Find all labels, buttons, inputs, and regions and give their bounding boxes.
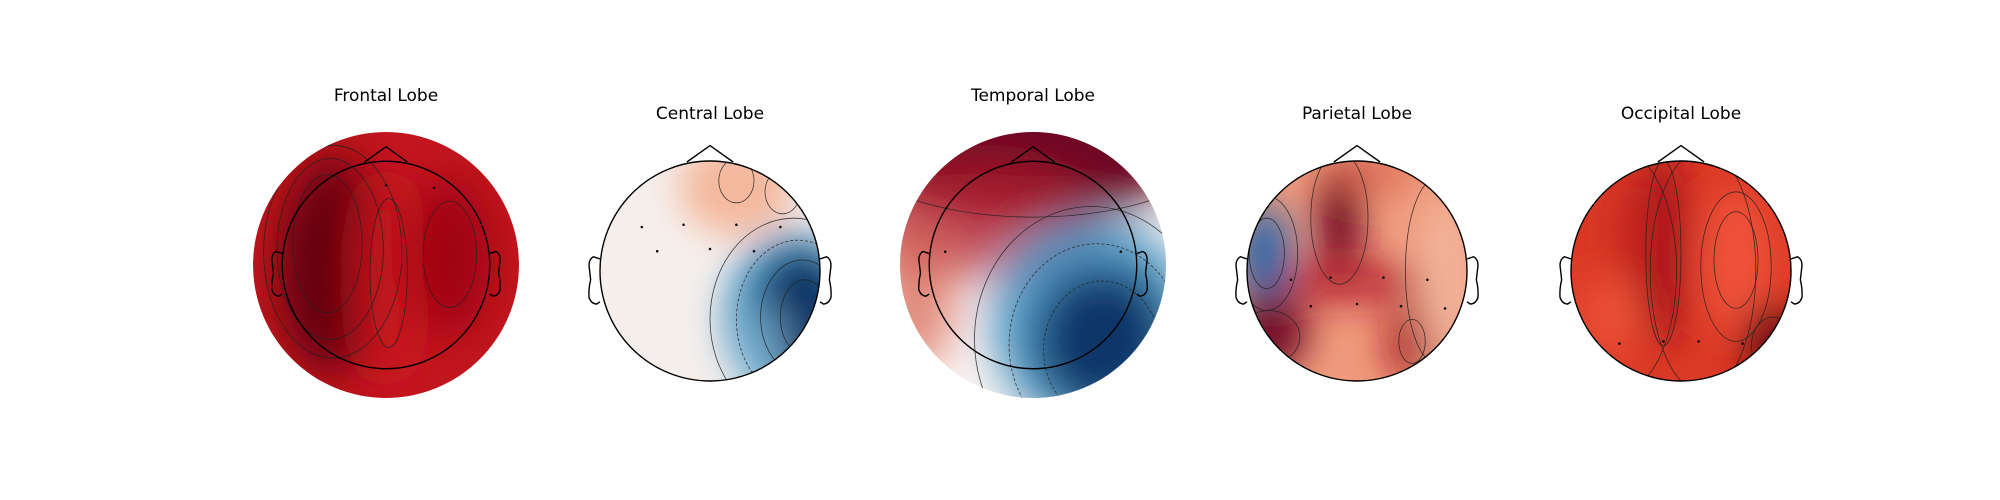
contour-line — [422, 200, 477, 308]
sensor-dot — [1399, 304, 1403, 308]
sensor-dot — [779, 225, 782, 229]
field-blob — [1247, 260, 1432, 304]
sensor-dot — [1119, 250, 1123, 253]
contour-line — [263, 144, 403, 359]
contour-line — [900, 132, 1166, 218]
field-blob — [679, 161, 794, 236]
field-blob — [1604, 172, 1648, 282]
contour-line — [1713, 211, 1759, 309]
sensor-dot — [943, 250, 947, 253]
nose-shape — [1333, 144, 1381, 163]
contour-line — [1398, 318, 1426, 364]
contour-line — [1571, 161, 1678, 381]
panel-title: Parietal Lobe — [1302, 104, 1412, 124]
contour-line — [1645, 161, 1682, 347]
head-outline — [588, 144, 832, 382]
contour-line — [1649, 161, 1757, 381]
sensor-dot — [1662, 340, 1665, 343]
sensor-dot — [1382, 276, 1385, 279]
panel-title: Frontal Lobe — [334, 86, 438, 106]
left-ear-shape — [1235, 255, 1248, 305]
topomap-panel: Occipital Lobe — [1559, 104, 1803, 382]
right-ear-shape — [1466, 255, 1479, 305]
sensor-dot — [708, 247, 712, 251]
field-blob — [1247, 205, 1291, 302]
field-blob — [1319, 161, 1417, 194]
topomap-field — [900, 132, 1166, 398]
right-ear-shape — [1136, 250, 1148, 297]
head-circle — [928, 160, 1138, 370]
contour-line — [736, 239, 820, 381]
topomap-field — [600, 161, 820, 381]
right-ear-shape — [819, 255, 832, 305]
sensor-dot — [752, 249, 756, 253]
panel-title: Temporal Lobe — [970, 86, 1095, 106]
head-outline — [1235, 144, 1479, 382]
head-circle — [281, 160, 491, 370]
left-ear-shape — [918, 250, 930, 297]
field-blob — [354, 171, 418, 385]
field-blob — [1637, 161, 1690, 348]
field-blob — [1579, 275, 1642, 355]
sensor-dot — [1443, 307, 1447, 310]
topomap-field — [253, 132, 519, 398]
sensor-dot — [1741, 342, 1744, 345]
field-blob — [738, 304, 792, 381]
contour-line — [369, 198, 408, 348]
head-circle — [599, 160, 821, 382]
left-ear-shape — [271, 250, 283, 297]
contour-line — [276, 158, 384, 340]
topomap-panel: Parietal Lobe — [1235, 104, 1479, 382]
field-blob — [1418, 194, 1467, 370]
contour-line — [974, 206, 1166, 398]
contour-line — [709, 217, 820, 381]
field-blob — [1033, 265, 1166, 398]
nose-shape — [1657, 144, 1705, 163]
head-outline — [1559, 144, 1803, 382]
right-ear-shape — [1790, 255, 1803, 305]
field-blob — [1700, 189, 1772, 331]
head-outline — [918, 145, 1148, 370]
contour-line — [292, 174, 363, 314]
contour-line — [1008, 243, 1166, 398]
sensor-dot — [1355, 302, 1359, 306]
topomap-field — [1571, 161, 1791, 381]
field-blob — [407, 177, 493, 337]
sensor-dot — [1289, 278, 1293, 282]
sensor-dot — [655, 249, 659, 253]
sensor-dot — [1697, 340, 1700, 343]
topomap-field — [1247, 161, 1467, 381]
sensor-dot — [1329, 276, 1332, 279]
nose-shape — [1010, 145, 1056, 163]
sensor-dot — [640, 225, 644, 229]
contour-line — [718, 161, 755, 204]
sensor-dot — [682, 223, 685, 227]
head-outline — [271, 145, 501, 370]
sensor-dot — [432, 186, 436, 190]
nose-shape — [363, 145, 409, 163]
head-circle — [1570, 160, 1792, 382]
contour-line — [1310, 161, 1369, 285]
field-blob — [1247, 293, 1309, 373]
contour-line — [1248, 217, 1285, 289]
topomap-panel: Frontal Lobe — [253, 86, 519, 398]
sensor-dot — [1618, 342, 1621, 345]
field-blob — [900, 222, 956, 372]
sensor-dot — [1426, 278, 1429, 282]
topomap-panel: Temporal Lobe — [900, 86, 1166, 398]
contour-line — [1700, 191, 1772, 342]
left-ear-shape — [1559, 255, 1572, 305]
panel-title: Occipital Lobe — [1621, 104, 1741, 124]
topomap-panel: Central Lobe — [588, 104, 832, 382]
left-ear-shape — [588, 255, 601, 305]
right-ear-shape — [489, 250, 501, 297]
sensor-dot — [1309, 304, 1313, 308]
head-circle — [1246, 160, 1468, 382]
nose-shape — [686, 144, 734, 163]
sensor-dot — [384, 183, 388, 187]
panel-title: Central Lobe — [656, 104, 764, 124]
sensor-dot — [735, 223, 738, 227]
